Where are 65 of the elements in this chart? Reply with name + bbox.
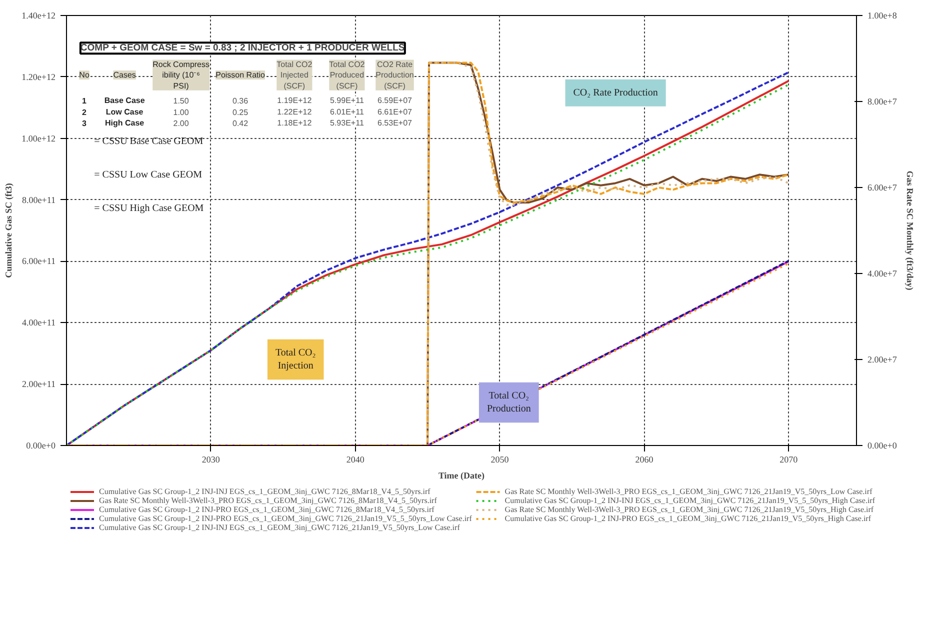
annotation: Total CO2 Produced (SCF) — [329, 60, 366, 90]
legend-label: Gas Rate SC Monthly Well-3Well-3_PRO EGS_cs_1_GEOM_3inj_GWC 7126_21Jan19_V5_50yrs_High Case.irf — [504, 505, 874, 514]
x-tick-label: 2070 — [780, 454, 798, 464]
y-tick-label: 2.00e+11 — [22, 379, 56, 390]
annotation: 1.19E+12 — [277, 96, 312, 106]
annotation: Total CO2 Injected (SCF) — [276, 60, 313, 90]
legend-label: Cumulative Gas SC Group-1_2 INJ-INJ EGS_cs_1_GEOM_3inj_GWC 7126_8Mar18_V4_5_50yrs.irf — [99, 487, 430, 496]
annotation: Total CO₂ Production — [486, 390, 531, 415]
annotation: 6.53E+07 — [378, 118, 413, 128]
legend-label: Gas Rate SC Monthly Well-3Well-3_PRO EGS_cs_1_GEOM_3inj_GWC 7126_21Jan19_V5_50yrs_Low Case.irf — [504, 487, 872, 496]
legend-label: Gas Rate SC Monthly Well-3Well-3_PRO EGS_cs_1_GEOM_3inj_GWC 7126_8Mar18_V4_5_50yrs.irf — [99, 496, 437, 505]
annotation: Rock Compressibility (10⁻⁶ PSI) — [152, 60, 210, 90]
annotation: = CSSU Low Case GEOM — [94, 170, 202, 181]
legend-label: Cumulative Gas SC Group-1_2 INJ-PRO EGS_cs_1_GEOM_3inj_GWC 7126_8Mar18_V4_5_50yrs.irf — [99, 505, 434, 514]
annotation: CO₂ Rate Production — [573, 87, 658, 98]
x-tick-label: 2050 — [490, 454, 510, 464]
annotation: 0.36 — [232, 96, 249, 106]
y2-tick-label: 1.00e+8 — [868, 10, 898, 20]
annotation: = CSSU High Case GEOM — [94, 203, 204, 214]
legend-label: Cumulative Gas SC Group-1_2 INJ-INJ EGS_cs_1_GEOM_3inj_GWC 7126_21Jan19_V5_50yrs_Low Case.irf — [99, 523, 460, 532]
annotation: 1.00 — [173, 108, 190, 117]
y-tick-label: 1.20e+12 — [22, 72, 56, 82]
annotation: Poisson Ratio — [216, 70, 266, 80]
x-axis-title: Time (Date) — [438, 470, 485, 480]
y-axis-title: Cumulative Gas SC (ft3) — [4, 183, 14, 278]
annotation: 0.42 — [232, 119, 249, 128]
annotation: 2.00 — [173, 119, 190, 128]
annotation: 1.50 — [173, 96, 190, 106]
annotation: 2 — [82, 108, 88, 117]
y2-tick-label: 4.00e+7 — [868, 268, 898, 278]
y2-tick-label: 2.00e+7 — [868, 354, 898, 364]
y-tick-label: 6.00e+11 — [22, 256, 56, 266]
annotation: 6.01E+11 — [330, 107, 364, 116]
annotation: 3 — [82, 119, 88, 128]
x-tick-label: 2060 — [635, 454, 654, 464]
y-tick-label: 1.40e+12 — [22, 10, 56, 20]
y-tick-label: 4.00e+11 — [22, 318, 56, 328]
annotation: 0.25 — [232, 108, 249, 117]
annotation: CO2 Rate Production (SCF) — [376, 60, 414, 90]
annotation: High Case — [105, 118, 145, 128]
annotation: 6.61E+07 — [378, 107, 413, 116]
y2-tick-label: 0.00e+0 — [868, 440, 898, 450]
legend-label: Cumulative Gas SC Group-1_2 INJ-INJ EGS_cs_1_GEOM_3inj_GWC 7126_21Jan19_V5_5_50yrs_High Case.irf — [504, 496, 875, 505]
y-tick-label: 0.00e+0 — [26, 440, 56, 450]
annotation: Total CO₂ Injection — [275, 347, 316, 372]
annotation: Low Case — [106, 107, 144, 116]
annotation: = CSSU Base Case GEOM — [94, 136, 204, 147]
annotation: 1.18E+12 — [277, 118, 312, 128]
y2-axis-title: Gas Rate SC Monthly (ft3/day) — [904, 170, 915, 290]
y-tick-label: 8.00e+11 — [22, 194, 56, 205]
y-tick-label: 1.00e+12 — [22, 133, 56, 144]
annotation: 6.59E+07 — [378, 96, 413, 106]
annotation: 5.93E+11 — [330, 118, 364, 128]
annotation: No — [79, 70, 90, 80]
x-tick-label: 2030 — [202, 454, 220, 464]
annotation: 5.99E+11 — [330, 96, 364, 106]
legend-label: Cumulative Gas SC Group-1_2 INJ-PRO EGS_cs_1_GEOM_3inj_GWC 7126_21Jan19_V5_50yrs_High Case.irf — [504, 514, 871, 523]
annotation: Base Case — [104, 96, 146, 106]
y2-tick-label: 8.00e+7 — [868, 96, 898, 106]
annotation: 1.22E+12 — [277, 107, 312, 116]
annotation: 1 — [82, 96, 88, 106]
legend-label: Cumulative Gas SC Group-1_2 INJ-PRO EGS_cs_1_GEOM_3inj_GWC 7126_21Jan19_V5_5_50yrs_Low Case.irf — [99, 514, 472, 523]
x-tick-label: 2040 — [346, 454, 365, 464]
y2-tick-label: 6.00e+7 — [868, 182, 898, 192]
annotation: Cases — [113, 70, 136, 80]
